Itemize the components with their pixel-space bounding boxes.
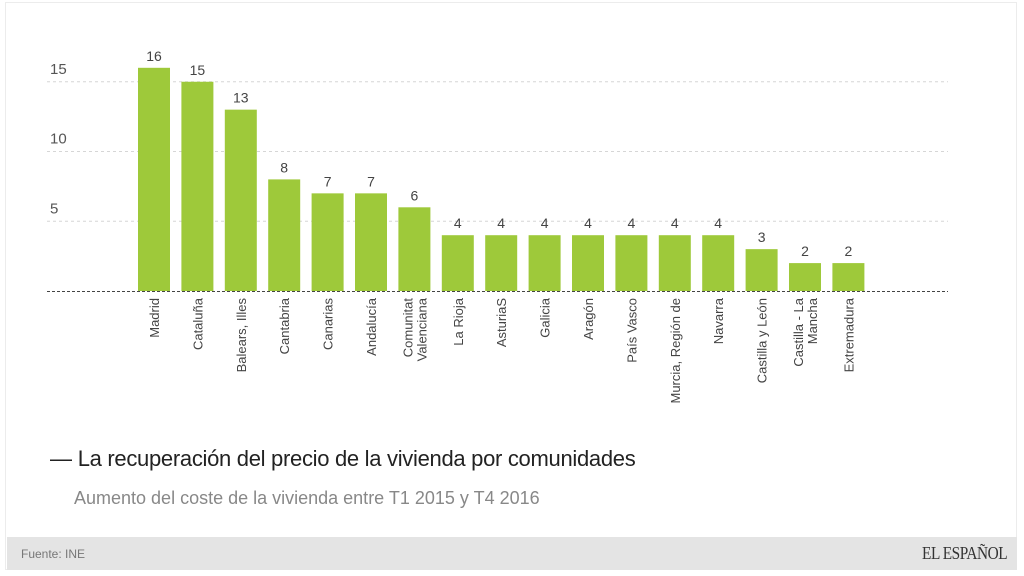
x-tick-label: Valenciana xyxy=(414,297,429,361)
title-text: La recuperación del precio de la viviend… xyxy=(77,446,636,471)
x-tick-label: Madrid xyxy=(147,298,162,338)
x-tick-label: AsturiaS xyxy=(494,298,509,347)
footer: Fuente: INE EL ESPAÑOL xyxy=(7,537,1017,570)
data-label: 4 xyxy=(671,215,679,231)
x-tick-label: Balears, Illes xyxy=(234,298,249,373)
bar xyxy=(702,235,735,291)
data-label: 7 xyxy=(324,173,332,189)
x-tick-label: Galicia xyxy=(538,297,553,338)
x-tick-label: Extremadura xyxy=(841,297,856,372)
data-label: 6 xyxy=(411,187,419,203)
x-tick-label: Castilla y León xyxy=(755,298,770,383)
bar-chart: 5 10 15 16 Madrid 15 Cataluña 13 Balears, Illes 8… xyxy=(47,48,948,404)
data-label: 4 xyxy=(497,215,505,231)
x-tick-label: Cantabria xyxy=(277,297,292,354)
bar xyxy=(615,235,648,291)
data-label: 7 xyxy=(367,173,375,189)
x-tick-label: La Rioja xyxy=(451,297,466,345)
brand-logo: EL ESPAÑOL xyxy=(921,543,1008,563)
bar xyxy=(311,193,344,291)
chart-title: — La recuperación del precio de la vivien… xyxy=(50,446,636,472)
bar xyxy=(181,81,214,291)
y-tick-label: 10 xyxy=(50,131,67,148)
y-tick-label: 5 xyxy=(50,200,58,217)
x-tick-label: Cataluña xyxy=(190,297,205,350)
bar xyxy=(485,235,518,291)
bar xyxy=(268,179,301,291)
x-tick-label: Andalucía xyxy=(364,297,379,356)
title-dash: — xyxy=(50,446,72,471)
bar xyxy=(528,235,561,291)
bar xyxy=(224,109,257,292)
y-tick-label: 15 xyxy=(50,61,67,78)
data-label: 4 xyxy=(541,215,549,231)
bar xyxy=(789,263,821,291)
bar xyxy=(398,207,431,291)
data-label: 2 xyxy=(801,243,809,259)
bar xyxy=(832,263,865,291)
data-label: 4 xyxy=(714,215,722,231)
bar xyxy=(572,235,604,291)
data-label: 4 xyxy=(584,215,592,231)
data-label: 3 xyxy=(758,229,766,245)
data-label: 2 xyxy=(845,243,853,259)
bar xyxy=(138,67,170,291)
x-tick-label: Canarias xyxy=(321,298,336,351)
bar xyxy=(745,249,778,291)
x-tick-label: Navarra xyxy=(711,297,726,344)
bar xyxy=(658,235,691,291)
x-tick-label: Mancha xyxy=(805,297,820,344)
x-tick-label: Aragón xyxy=(581,298,596,340)
data-label: 4 xyxy=(628,215,636,231)
x-tick-label: Castilla - La xyxy=(791,297,806,366)
data-label: 8 xyxy=(280,159,288,175)
x-tick-label: Murcia, Región de xyxy=(668,298,683,404)
x-tick-label: País Vasco xyxy=(624,298,639,363)
data-label: 16 xyxy=(146,48,162,64)
data-label: 4 xyxy=(454,215,462,231)
x-tick-label: Comunitat xyxy=(400,298,415,358)
source-note: Fuente: INE xyxy=(21,547,86,561)
data-label: 15 xyxy=(190,62,206,78)
data-label: 13 xyxy=(233,90,249,106)
bar xyxy=(441,235,474,291)
chart-subtitle: Aumento del coste de la vivienda entre T… xyxy=(74,488,540,508)
bar xyxy=(355,193,387,291)
